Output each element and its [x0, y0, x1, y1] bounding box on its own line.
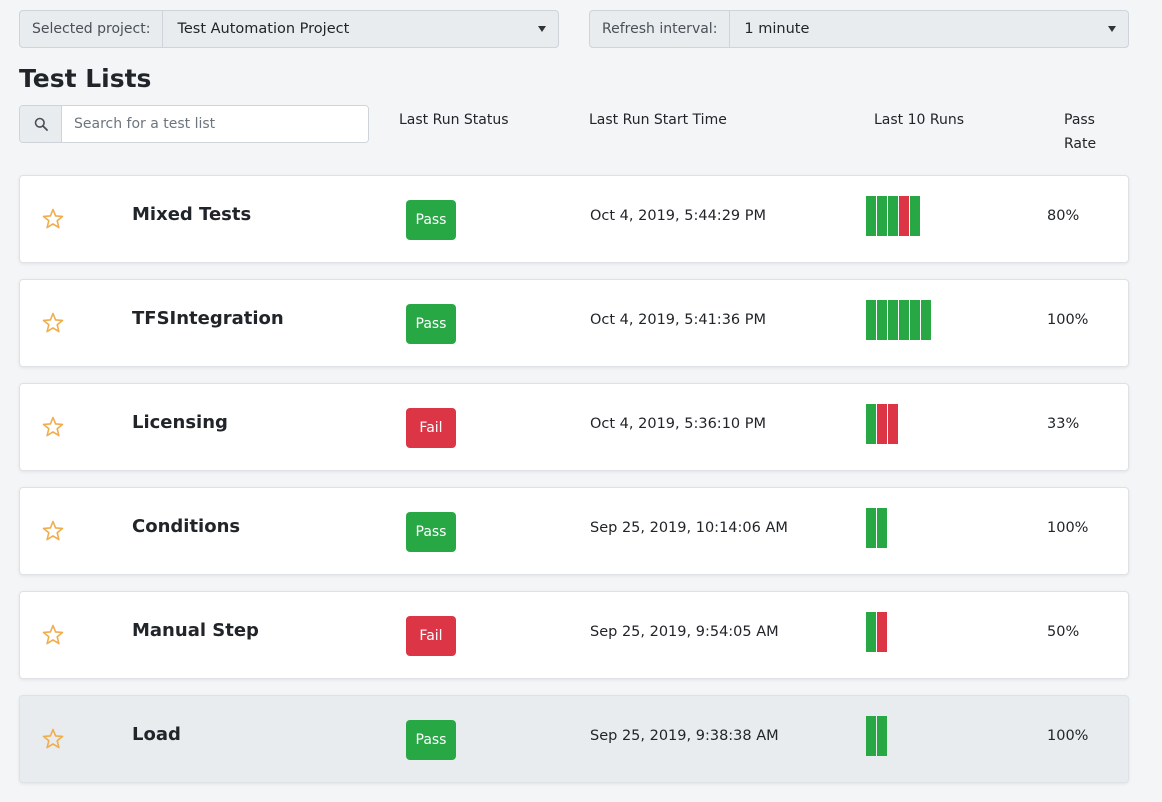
refresh-interval-selector[interactable]: Refresh interval: 1 minute — [589, 10, 1129, 48]
project-label: Selected project: — [20, 11, 164, 47]
status-badge: Pass — [406, 512, 456, 552]
star-outline-icon[interactable] — [41, 311, 65, 335]
search-box — [19, 105, 369, 143]
star-outline-icon[interactable] — [41, 727, 65, 751]
run-result-pass[interactable] — [866, 196, 876, 236]
last-run-start-time: Oct 4, 2019, 5:36:10 PM — [590, 416, 767, 432]
pass-rate: 50% — [1047, 624, 1080, 640]
project-dropdown[interactable]: Test Automation Project — [163, 11, 558, 47]
column-header-pass-rate[interactable]: Pass Rate — [1064, 108, 1096, 156]
pass-rate: 33% — [1047, 416, 1080, 432]
test-list-row[interactable]: Manual Step Fail Sep 25, 2019, 9:54:05 AM 5… — [19, 591, 1129, 679]
run-result-fail[interactable] — [877, 404, 887, 444]
status-badge: Fail — [406, 408, 456, 448]
refresh-value: 1 minute — [744, 21, 810, 37]
test-list-name[interactable]: Conditions — [132, 516, 241, 537]
caret-down-icon — [538, 26, 546, 32]
test-list-name[interactable]: Load — [132, 724, 181, 745]
caret-down-icon — [1108, 26, 1116, 32]
refresh-dropdown[interactable]: 1 minute — [730, 11, 1128, 47]
run-result-pass[interactable] — [877, 716, 887, 756]
last-run-start-time: Sep 25, 2019, 10:14:06 AM — [590, 520, 788, 536]
project-selector[interactable]: Selected project: Test Automation Projec… — [19, 10, 559, 48]
pass-rate: 100% — [1047, 312, 1089, 328]
test-list-name[interactable]: Mixed Tests — [132, 204, 252, 225]
pass-rate: 100% — [1047, 520, 1089, 536]
run-result-pass[interactable] — [899, 300, 909, 340]
run-result-pass[interactable] — [866, 508, 876, 548]
run-result-pass[interactable] — [866, 716, 876, 756]
test-list-row[interactable]: TFSIntegration Pass Oct 4, 2019, 5:41:36 P… — [19, 279, 1129, 367]
column-header-last-runs: Last 10 Runs — [874, 112, 965, 128]
run-result-pass[interactable] — [866, 300, 876, 340]
last-run-start-time: Sep 25, 2019, 9:38:38 AM — [590, 728, 779, 744]
star-outline-icon[interactable] — [41, 415, 65, 439]
run-result-fail[interactable] — [877, 612, 887, 652]
run-result-fail[interactable] — [888, 404, 898, 444]
column-header-start-time[interactable]: Last Run Start Time — [589, 112, 727, 128]
last-runs-bar — [866, 196, 920, 236]
run-result-pass[interactable] — [877, 300, 887, 340]
test-list-name[interactable]: Licensing — [132, 412, 228, 433]
pass-rate-label-line2: Rate — [1064, 136, 1097, 152]
pass-rate: 100% — [1047, 728, 1089, 744]
star-outline-icon[interactable] — [41, 207, 65, 231]
last-run-start-time: Oct 4, 2019, 5:41:36 PM — [590, 312, 767, 328]
test-list-name[interactable]: Manual Step — [132, 620, 259, 641]
pass-rate: 80% — [1047, 208, 1080, 224]
refresh-label: Refresh interval: — [590, 11, 731, 47]
last-runs-bar — [866, 716, 887, 756]
search-input[interactable] — [62, 106, 368, 142]
test-list-row[interactable]: Licensing Fail Oct 4, 2019, 5:36:10 PM 33% — [19, 383, 1129, 471]
run-result-pass[interactable] — [888, 300, 898, 340]
test-list-row[interactable]: Mixed Tests Pass Oct 4, 2019, 5:44:29 PM 80… — [19, 175, 1129, 263]
test-list-row[interactable]: Conditions Pass Sep 25, 2019, 10:14:06 AM 1… — [19, 487, 1129, 575]
last-runs-bar — [866, 508, 887, 548]
test-list-name[interactable]: TFSIntegration — [132, 308, 284, 329]
run-result-pass[interactable] — [888, 196, 898, 236]
last-run-start-time: Sep 25, 2019, 9:54:05 AM — [590, 624, 779, 640]
status-badge: Pass — [406, 200, 456, 240]
page-title: Test Lists — [19, 64, 152, 93]
run-result-pass[interactable] — [910, 300, 920, 340]
search-icon[interactable] — [20, 106, 62, 142]
run-result-pass[interactable] — [877, 508, 887, 548]
status-badge: Pass — [406, 720, 456, 760]
column-header-status[interactable]: Last Run Status — [399, 112, 509, 128]
run-result-pass[interactable] — [910, 196, 920, 236]
star-outline-icon[interactable] — [41, 623, 65, 647]
project-value: Test Automation Project — [177, 21, 350, 37]
last-runs-bar — [866, 612, 887, 652]
run-result-fail[interactable] — [899, 196, 909, 236]
pass-rate-label-line1: Pass — [1064, 112, 1095, 128]
run-result-pass[interactable] — [921, 300, 931, 340]
last-runs-bar — [866, 300, 931, 340]
run-result-pass[interactable] — [866, 612, 876, 652]
run-result-pass[interactable] — [866, 404, 876, 444]
last-run-start-time: Oct 4, 2019, 5:44:29 PM — [590, 208, 767, 224]
status-badge: Pass — [406, 304, 456, 344]
last-runs-bar — [866, 404, 898, 444]
status-badge: Fail — [406, 616, 456, 656]
star-outline-icon[interactable] — [41, 519, 65, 543]
test-list-row[interactable]: Load Pass Sep 25, 2019, 9:38:38 AM 100% — [19, 695, 1129, 783]
run-result-pass[interactable] — [877, 196, 887, 236]
